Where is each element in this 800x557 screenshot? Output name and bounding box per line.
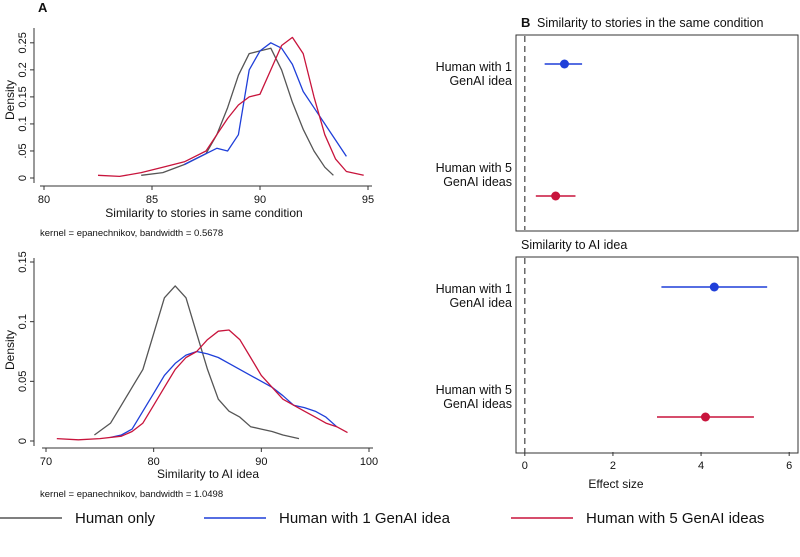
x-tick-label-effect: 0	[522, 460, 528, 472]
x-axis-title-bottom: Similarity to AI idea	[157, 467, 259, 481]
category-label-five-ideas-top: GenAI ideas	[443, 175, 512, 189]
y-tick-label-bottom: 0.15	[17, 251, 29, 272]
category-label-five-ideas-bottom: GenAI ideas	[443, 397, 512, 411]
legend-label-human-only: Human only	[75, 510, 156, 527]
estimate-one-idea-top	[559, 59, 569, 69]
panel-b-bottom-title: Similarity to AI idea	[521, 238, 627, 252]
panel-b-top-title: Similarity to stories in the same condit…	[537, 16, 764, 30]
y-tick-label-top: 0.25	[17, 32, 29, 53]
legend-label-five-ideas: Human with 5 GenAI ideas	[586, 510, 764, 527]
x-tick-label-effect: 4	[698, 460, 704, 472]
series-line-one-idea-bottom	[110, 350, 338, 439]
x-axis-title-effect: Effect size	[588, 477, 643, 491]
series-line-human-only-bottom	[94, 285, 300, 440]
estimate-one-idea-bottom	[709, 282, 719, 292]
kernel-note-top: kernel = epanechnikov, bandwidth = 0.567…	[40, 228, 223, 239]
x-tick-label-top: 90	[254, 194, 266, 206]
y-tick-label-bottom: 0.05	[17, 371, 29, 392]
plot-frame-bottom	[515, 256, 799, 454]
density-plot-bottom: Density Similarity to AI idea kernel = e…	[3, 251, 378, 500]
category-label-five-ideas-bottom: Human with 5	[436, 383, 512, 397]
series-line-human-only-top	[141, 47, 334, 176]
x-tick-label-effect: 2	[610, 460, 616, 472]
density-plot-top: Density Similarity to stories in same co…	[3, 28, 374, 239]
category-label-one-idea-bottom: GenAI idea	[449, 296, 512, 310]
y-tick-label-top: 0.1	[17, 116, 29, 131]
legend: Human only Human with 1 GenAI idea Human…	[0, 510, 764, 527]
x-tick-label-bottom: 70	[40, 456, 52, 468]
y-tick-label-top: 0.2	[17, 62, 29, 77]
y-tick-label-top: 0	[17, 175, 29, 181]
plot-frame-top	[515, 34, 799, 232]
x-tick-label-bottom: 80	[148, 456, 160, 468]
y-tick-label-top: 0.15	[17, 86, 29, 107]
series-line-five-ideas-top	[97, 36, 364, 178]
estimate-five-ideas-top	[551, 191, 561, 201]
category-label-one-idea-top: Human with 1	[436, 60, 512, 74]
x-tick-label-top: 95	[362, 194, 374, 206]
panel-b-label: B	[521, 15, 530, 30]
y-tick-label-bottom: 0	[17, 438, 29, 444]
y-tick-label-top: .05	[17, 143, 29, 158]
category-label-one-idea-bottom: Human with 1	[436, 282, 512, 296]
panel-a-label: A	[38, 0, 48, 15]
kernel-note-bottom: kernel = epanechnikov, bandwidth = 1.049…	[40, 489, 223, 500]
x-tick-label-bottom: 90	[255, 456, 267, 468]
x-tick-label-bottom: 100	[360, 456, 378, 468]
category-label-five-ideas-top: Human with 5	[436, 161, 512, 175]
category-label-one-idea-top: GenAI idea	[449, 74, 512, 88]
y-tick-label-bottom: 0.1	[17, 314, 29, 329]
legend-label-one-idea: Human with 1 GenAI idea	[279, 510, 451, 527]
y-axis-title-top: Density	[3, 80, 17, 120]
x-tick-label-top: 80	[38, 194, 50, 206]
series-line-five-ideas-bottom	[56, 329, 348, 441]
x-tick-label-top: 85	[146, 194, 158, 206]
estimate-five-ideas-bottom	[700, 412, 710, 422]
y-axis-title-bottom: Density	[3, 330, 17, 370]
x-axis-title-top: Similarity to stories in same condition	[105, 206, 302, 220]
x-tick-label-effect: 6	[786, 460, 792, 472]
